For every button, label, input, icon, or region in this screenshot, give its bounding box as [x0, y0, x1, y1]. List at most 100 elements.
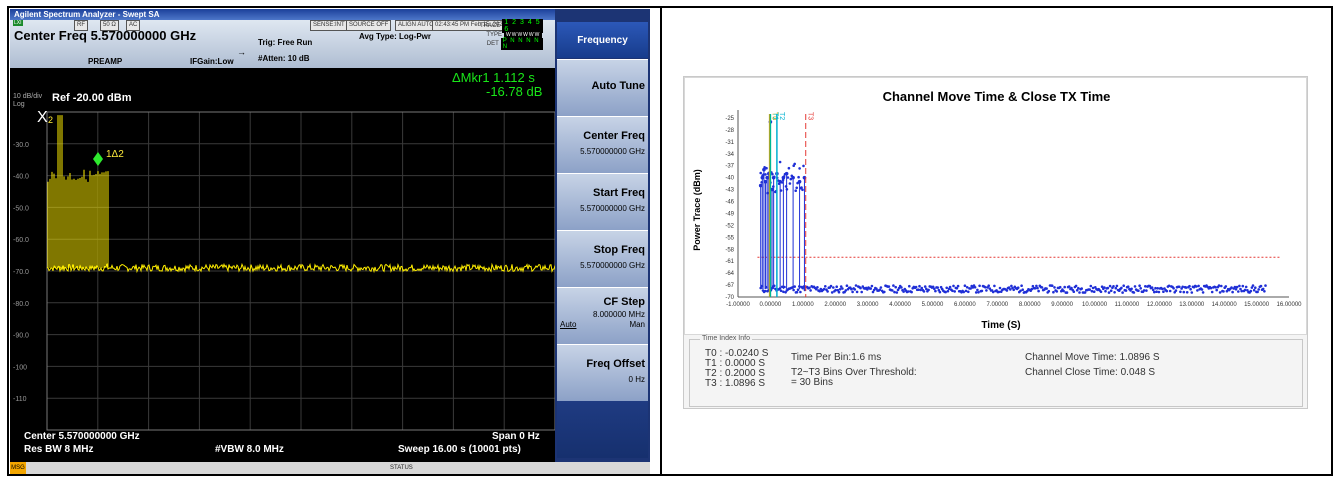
noise-point [953, 290, 956, 293]
noise-point [922, 290, 926, 293]
noise-point [1010, 284, 1013, 288]
auto-tune-label: Auto Tune [591, 80, 645, 92]
x-tick-label: 13.00000 [1179, 302, 1205, 308]
stop-freq-button[interactable]: Stop Freq 5.570000000 GHz [557, 230, 648, 287]
center-freq-button[interactable]: Center Freq 5.570000000 GHz [557, 116, 648, 173]
burst-point [800, 186, 803, 189]
noise-point [1139, 287, 1142, 290]
burst-point [790, 174, 794, 178]
noise-point [1230, 286, 1233, 289]
noise-point [1190, 291, 1194, 294]
noise-point [936, 286, 939, 289]
noise-point [1233, 285, 1237, 289]
noise-point [796, 288, 800, 291]
start-freq-button[interactable]: Start Freq 5.570000000 GHz [557, 173, 648, 230]
noise-point [809, 289, 812, 292]
spectrum-analyzer-window: Agilent Spectrum Analyzer - Swept SA LXI… [10, 9, 650, 474]
x-tick-label: 12.00000 [1147, 302, 1173, 308]
freq-offset-button[interactable]: Freq Offset 0 Hz [557, 344, 648, 401]
x-axis-title: Time (S) [981, 320, 1020, 331]
auto-tune-button[interactable]: Auto Tune [557, 59, 648, 116]
x-tick-label: -1.00000 [726, 302, 750, 308]
noise-point [1005, 289, 1009, 292]
noise-point [962, 290, 965, 294]
noise-point [1259, 284, 1263, 288]
bins-over-threshold-2: = 30 Bins [791, 377, 833, 388]
noise-point [1047, 289, 1051, 293]
noise-point [1106, 286, 1110, 290]
msg-badge[interactable]: MSG [10, 462, 26, 474]
channel-move-time: Channel Move Time: 1.0896 S [1025, 352, 1160, 363]
noise-point [956, 284, 960, 288]
burst-point [782, 175, 786, 178]
noise-point [1239, 287, 1242, 291]
noise-point [763, 289, 767, 293]
noise-point [965, 286, 969, 289]
noise-point [1165, 289, 1169, 293]
noise-point [910, 290, 913, 294]
noise-point [934, 289, 937, 293]
noise-point [964, 289, 968, 293]
time-per-bin: Time Per Bin:1.6 ms [791, 352, 882, 363]
noise-point [1074, 284, 1078, 288]
noise-point [1083, 291, 1087, 294]
noise-point [1037, 289, 1040, 293]
noise-point [838, 288, 842, 291]
y-tick-labels: -30.0 -40.0 -50.0 -60.0 -70.0 -80.0 -90.0 -100 -… [13, 142, 29, 403]
noise-point [1145, 289, 1148, 292]
noise-point [835, 285, 838, 288]
noise-point [919, 288, 922, 292]
power-trace-chart: -25 -28 -31 -34 -37 -40 -43 -46 -49 -52 -55 -58 -61 -… [692, 110, 1302, 331]
noise-point [1107, 291, 1111, 294]
noise-point [1174, 289, 1178, 292]
cf-step-auto-option[interactable]: Auto [560, 320, 577, 329]
vbw-footer: #VBW 8.0 MHz [215, 444, 284, 455]
noise-point [1124, 289, 1128, 292]
x-tick-label: 0.00000 [760, 302, 782, 308]
type-label: TYPE [486, 31, 502, 38]
noise-point [1201, 291, 1205, 294]
cf-step-man-option[interactable]: Man [629, 320, 645, 329]
marker-readout-line2: -16.78 dB [486, 84, 543, 99]
noise-point [830, 291, 834, 294]
noise-point [1099, 290, 1103, 294]
res-bw-footer: Res BW 8 MHz [24, 444, 94, 455]
noise-point [883, 290, 886, 294]
noise-point [1104, 289, 1107, 293]
noise-point [927, 288, 930, 292]
noise-point [1100, 285, 1104, 288]
noise-point [1113, 291, 1116, 294]
y-tick-label: -60.0 [13, 237, 29, 244]
noise-point [1062, 289, 1065, 293]
noise-point [1021, 288, 1024, 291]
burst-point [779, 189, 783, 192]
noise-point [1263, 290, 1266, 293]
noise-point [1065, 291, 1069, 294]
cf-step-value: 8.000000 MHz [592, 310, 645, 319]
noise-point [900, 286, 903, 289]
noise-point [1214, 286, 1217, 289]
noise-point [1142, 289, 1146, 292]
burst-point [778, 160, 782, 164]
noise-point [997, 290, 1001, 294]
noise-point [914, 285, 918, 289]
noise-point [1195, 285, 1198, 288]
noise-point [1168, 289, 1172, 293]
cf-step-button[interactable]: CF Step 8.000000 MHz Auto Man [557, 287, 648, 344]
noise-point [1108, 284, 1112, 288]
channel-close-time: Channel Close Time: 0.048 S [1025, 367, 1156, 378]
noise-point [816, 286, 819, 289]
marker-label: T3 [807, 112, 814, 120]
noise-point [1114, 286, 1118, 290]
noise-point [839, 285, 843, 288]
noise-point [1178, 285, 1181, 289]
center-freq-label: Center Freq [583, 130, 645, 142]
burst-point [765, 166, 768, 170]
noise-point [1091, 286, 1095, 290]
burst-point [764, 173, 767, 176]
burst-point [780, 181, 784, 184]
atten-label: #Atten: 10 dB [258, 54, 310, 63]
y-tick-label: -61 [725, 259, 734, 265]
noise-point [1157, 290, 1161, 294]
noise-point [1197, 284, 1200, 288]
